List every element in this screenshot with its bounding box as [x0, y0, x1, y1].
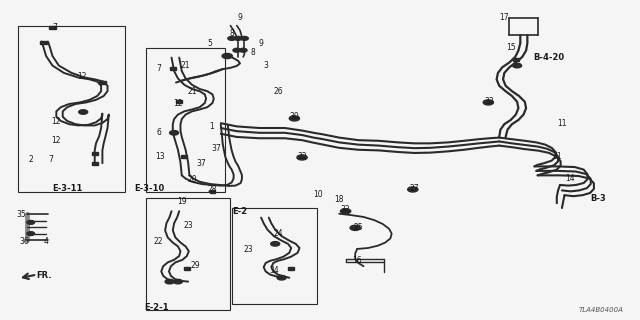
Text: 7: 7 — [52, 23, 57, 32]
Text: 28: 28 — [208, 185, 217, 194]
Text: 37: 37 — [196, 159, 207, 168]
Text: 15: 15 — [506, 43, 516, 52]
Bar — [288, 267, 294, 270]
Text: 22: 22 — [154, 237, 163, 246]
Text: 12: 12 — [52, 117, 61, 126]
Text: 12: 12 — [52, 136, 61, 145]
Text: E-2: E-2 — [232, 207, 248, 216]
Text: 25: 25 — [353, 223, 364, 232]
Bar — [99, 81, 106, 84]
Text: 27: 27 — [410, 184, 420, 193]
Text: 21: 21 — [188, 87, 196, 96]
Text: 9: 9 — [237, 13, 243, 22]
Text: 33: 33 — [484, 97, 495, 106]
Text: 9: 9 — [259, 39, 264, 48]
Bar — [92, 162, 98, 165]
Bar — [146, 48, 225, 192]
Text: 29: 29 — [190, 261, 200, 270]
Circle shape — [228, 36, 236, 40]
Text: FR.: FR. — [36, 271, 51, 280]
Text: TLA4B0400A: TLA4B0400A — [579, 307, 624, 313]
Circle shape — [27, 220, 35, 224]
Text: 24: 24 — [273, 229, 284, 238]
Circle shape — [234, 36, 242, 40]
Text: B-4-20: B-4-20 — [534, 53, 564, 62]
Circle shape — [222, 53, 232, 59]
Circle shape — [277, 276, 286, 280]
Text: 17: 17 — [499, 13, 509, 22]
Text: 35: 35 — [16, 210, 26, 219]
Text: 8: 8 — [229, 29, 234, 38]
Bar — [49, 26, 56, 29]
Text: 16: 16 — [352, 256, 362, 265]
Text: 21: 21 — [181, 61, 190, 70]
Text: 2: 2 — [28, 156, 33, 164]
Text: E-3-11: E-3-11 — [52, 184, 83, 193]
Text: 3: 3 — [263, 61, 268, 70]
Text: 7: 7 — [156, 64, 161, 73]
Bar — [210, 190, 215, 193]
Text: 26: 26 — [273, 87, 284, 96]
Circle shape — [170, 131, 179, 135]
Text: 31: 31 — [552, 152, 562, 161]
Circle shape — [408, 187, 418, 192]
Text: 36: 36 — [19, 237, 29, 246]
Text: 23: 23 — [184, 221, 194, 230]
Circle shape — [350, 225, 360, 230]
Text: 32: 32 — [297, 152, 307, 161]
Text: 30: 30 — [289, 112, 300, 121]
Circle shape — [79, 110, 88, 114]
Text: E-2-1: E-2-1 — [145, 303, 169, 312]
Bar — [177, 100, 182, 103]
Text: 23: 23 — [243, 245, 253, 254]
Circle shape — [165, 279, 174, 284]
Bar — [92, 152, 98, 155]
Text: 34: 34 — [269, 266, 279, 275]
Circle shape — [289, 116, 300, 121]
Text: 6: 6 — [156, 128, 161, 137]
Bar — [513, 58, 519, 61]
Text: 19: 19 — [177, 197, 188, 206]
Text: 4: 4 — [44, 237, 49, 246]
Circle shape — [173, 279, 182, 284]
Bar — [40, 41, 47, 44]
Text: 20: 20 — [187, 175, 197, 184]
Text: 10: 10 — [313, 190, 323, 199]
Text: 32: 32 — [340, 205, 351, 214]
Text: 1: 1 — [209, 122, 214, 131]
Circle shape — [233, 48, 241, 52]
Text: 5: 5 — [207, 39, 212, 48]
Circle shape — [27, 232, 35, 236]
Text: 11: 11 — [557, 119, 566, 128]
Text: 37: 37 — [211, 144, 221, 153]
Bar — [232, 208, 317, 304]
Bar — [182, 155, 187, 157]
Circle shape — [239, 48, 247, 52]
Bar — [146, 198, 230, 310]
Circle shape — [483, 100, 493, 105]
Text: E-3-10: E-3-10 — [134, 184, 165, 193]
Bar — [170, 67, 175, 70]
Circle shape — [271, 242, 280, 246]
Circle shape — [513, 63, 522, 68]
Text: 12: 12 — [77, 72, 86, 81]
Circle shape — [340, 209, 351, 214]
Text: 8: 8 — [250, 48, 255, 57]
Text: B-3: B-3 — [591, 194, 606, 203]
Text: 7: 7 — [49, 156, 54, 164]
Bar — [18, 26, 125, 192]
Text: 18: 18 — [335, 196, 344, 204]
Bar — [184, 267, 189, 270]
Text: 12: 12 — [173, 100, 182, 108]
Circle shape — [241, 36, 248, 40]
Text: 13: 13 — [155, 152, 165, 161]
Text: 14: 14 — [564, 174, 575, 183]
Circle shape — [297, 155, 307, 160]
